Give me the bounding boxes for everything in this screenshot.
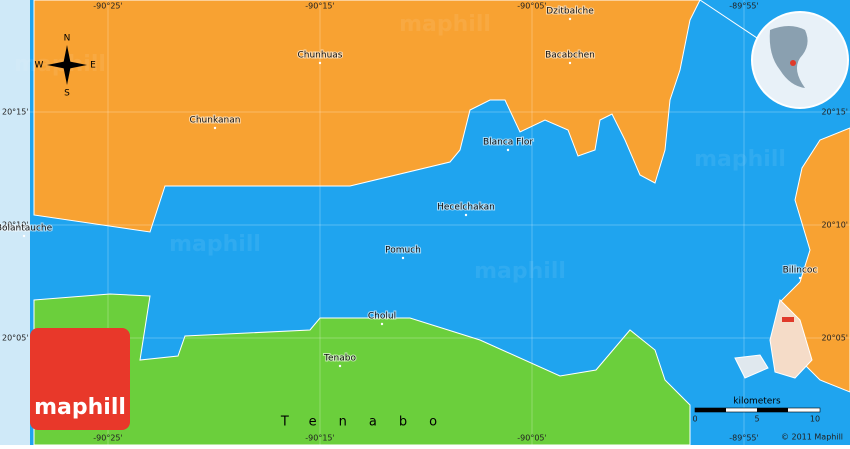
lat-label: 20°15' (821, 108, 848, 117)
globe (699, 0, 849, 109)
scale-tick: 0 (692, 415, 697, 424)
place-label: Tenabo (323, 354, 356, 364)
place-dot (506, 148, 510, 152)
inset-area (769, 299, 813, 379)
place-label: Hecelchakan (437, 203, 495, 213)
compass-e: E (90, 61, 96, 71)
watermark: maphill (694, 147, 786, 172)
place-dot (568, 61, 572, 65)
lat-label: 20°15' (2, 108, 29, 117)
scale-tick: 10 (810, 415, 820, 424)
place-label: Dzitbalche (546, 7, 594, 17)
compass-n: N (64, 34, 71, 44)
lat-label: 20°10' (821, 221, 848, 230)
lon-label: -89°55' (729, 434, 758, 443)
region-label: Tenabo (280, 415, 459, 430)
place-label: Bolantauche (0, 224, 53, 234)
place-dot (338, 364, 342, 368)
place-label: Bilincoc (783, 266, 818, 276)
watermark: maphill (474, 259, 566, 284)
lon-label: -90°05' (517, 2, 546, 11)
orange-region (33, 0, 701, 233)
place-dot (380, 322, 384, 326)
inset-marker (782, 317, 794, 322)
place-label: Blanca Flor (483, 138, 533, 148)
logo-box (30, 328, 130, 430)
lon-label: -90°15' (305, 2, 334, 11)
compass: N S E W (35, 34, 97, 99)
scale-tick: 5 (754, 415, 759, 424)
place-label: Bacabchen (545, 51, 595, 61)
sea (0, 0, 30, 445)
place-dot (213, 126, 217, 130)
place-dot (568, 17, 572, 21)
place-label: Chunhuas (297, 51, 342, 61)
inset-area (734, 354, 769, 379)
place-label: Cholul (368, 312, 396, 322)
logo: maphill (34, 395, 126, 420)
place-dot (318, 61, 322, 65)
lon-label: -90°05' (517, 434, 546, 443)
copyright: © 2011 Maphill (781, 433, 843, 442)
lat-label: 20°10' (2, 221, 29, 230)
lon-label: -89°55' (729, 2, 758, 11)
lon-label: -90°25' (93, 434, 122, 443)
watermark: maphill (169, 232, 261, 257)
scale-bar (694, 407, 821, 413)
place-label: Chunkanan (190, 116, 241, 126)
place-dot (22, 234, 26, 238)
place-dot (464, 213, 468, 217)
lat-label: 20°05' (2, 334, 29, 343)
lon-label: -90°15' (305, 434, 334, 443)
green-region (33, 293, 691, 446)
compass-s: S (64, 89, 70, 99)
compass-w: W (35, 61, 44, 71)
scale-title: kilometers (733, 397, 781, 407)
place-dot (798, 276, 802, 280)
place-label: Pomuch (385, 246, 421, 256)
watermark: maphill (399, 12, 491, 37)
lat-label: 20°05' (821, 334, 848, 343)
lon-label: -90°25' (93, 2, 122, 11)
place-dot (401, 256, 405, 260)
